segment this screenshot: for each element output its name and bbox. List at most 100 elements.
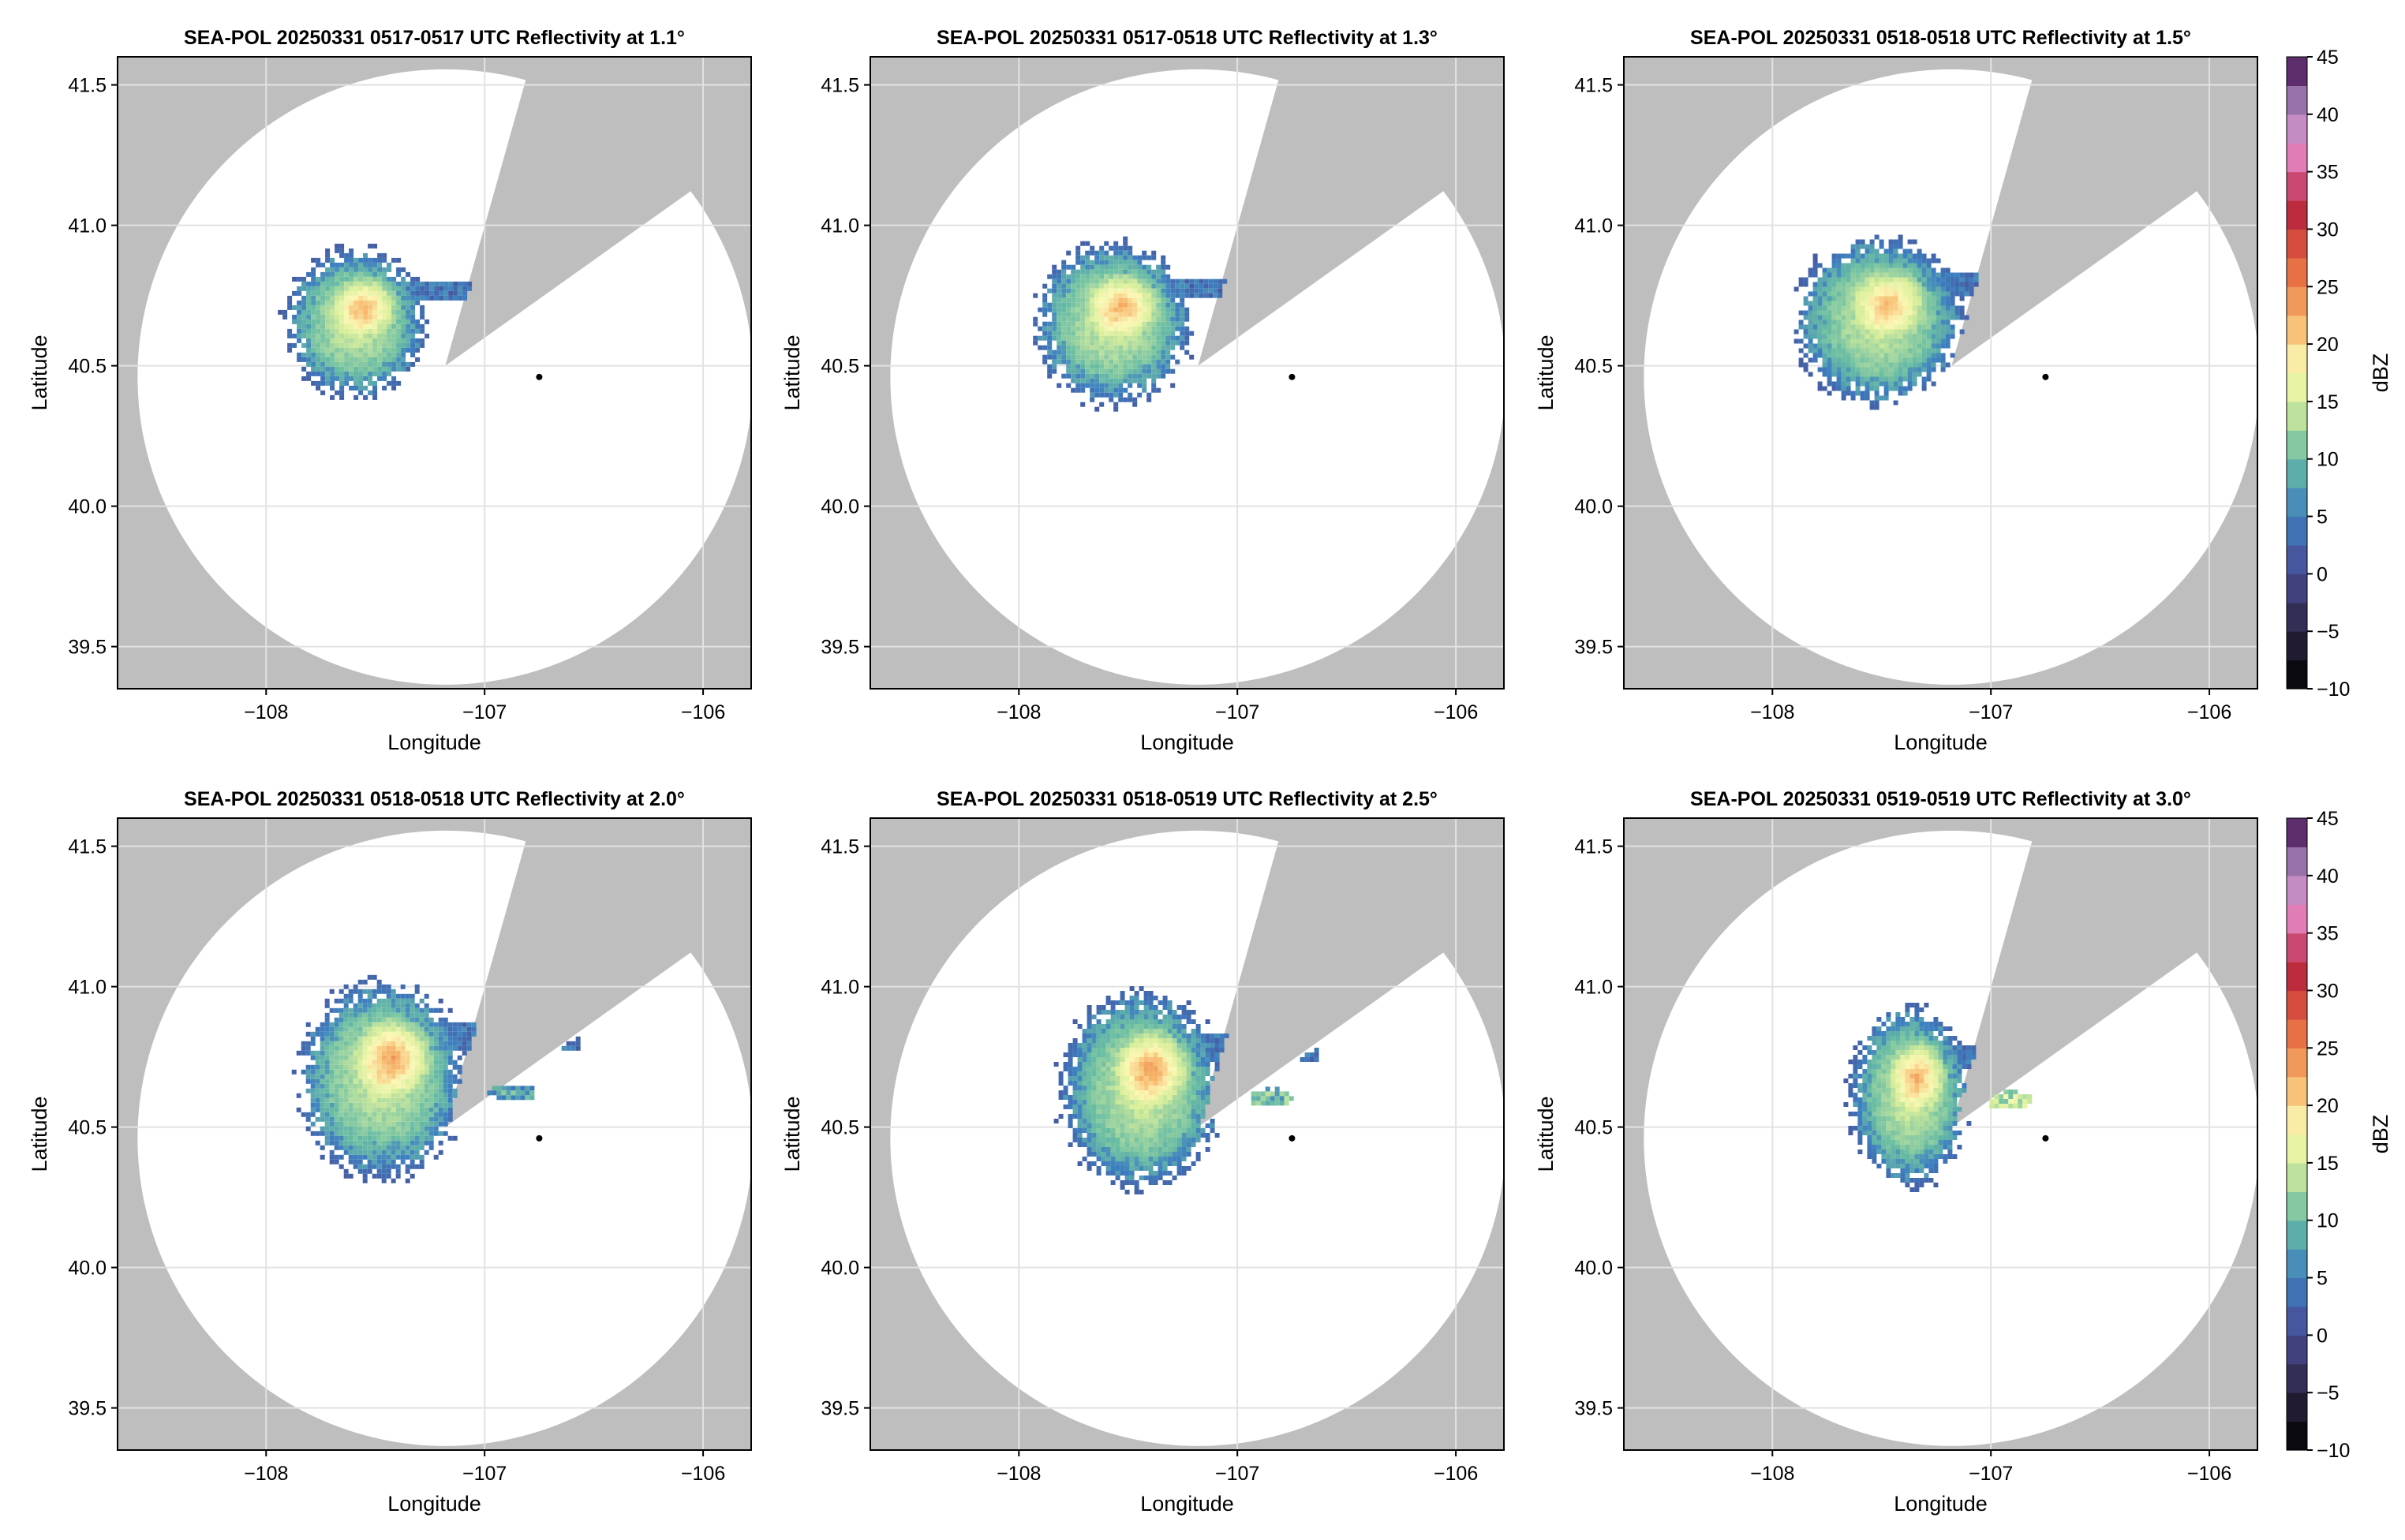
colorbar-tick-label: 20 <box>2317 334 2339 356</box>
reflectivity-echo <box>291 974 581 1183</box>
colorbar-segment <box>2287 57 2307 87</box>
y-tick-label: 39.5 <box>68 637 107 659</box>
colorbar-tick-label: 5 <box>2317 506 2328 529</box>
panel-title: SEA-POL 20250331 0519-0519 UTC Reflectiv… <box>1690 788 2191 810</box>
x-tick-label: −106 <box>2187 701 2231 723</box>
y-tick-label: 40.0 <box>68 1258 107 1280</box>
x-tick-label: −107 <box>1215 701 1259 723</box>
colorbar-segment <box>2287 1134 2307 1164</box>
small-echo-cell <box>1251 1086 1294 1106</box>
x-axis-label: Longitude <box>1140 1492 1234 1516</box>
colorbar-segment <box>2287 315 2307 345</box>
reflectivity-echo <box>1843 1003 1977 1192</box>
y-tick-label: 40.0 <box>68 496 107 518</box>
colorbar-segment <box>2287 1105 2307 1135</box>
x-axis-label: Longitude <box>1894 731 1988 754</box>
blocked-sector <box>445 818 751 1127</box>
radar-site-marker <box>2042 1134 2049 1142</box>
panel-5: −108 −107 −106 39.5 40.0 40.5 41.0 41.5 SEA-POL … <box>780 788 1505 1516</box>
x-axis-label: Longitude <box>387 1492 481 1516</box>
panel-title: SEA-POL 20250331 0518-0518 UTC Reflectiv… <box>184 788 685 810</box>
y-tick-label: 40.5 <box>68 1117 107 1139</box>
y-tick-label: 40.5 <box>68 356 107 378</box>
y-tick-label: 41.0 <box>1574 215 1613 237</box>
colorbar-segment <box>2287 660 2307 690</box>
reflectivity-echo <box>1033 236 1228 412</box>
colorbar-tick-label: 25 <box>2317 1037 2339 1060</box>
colorbar-segment <box>2287 574 2307 604</box>
y-tick-label: 40.0 <box>821 1258 859 1280</box>
y-tick-label: 40.5 <box>1574 1117 1613 1139</box>
y-tick-label: 40.5 <box>821 356 859 378</box>
colorbar-tick-label: 0 <box>2317 1325 2328 1347</box>
y-axis-label: Latitude <box>1534 1096 1558 1172</box>
radar-site-marker <box>536 1134 543 1142</box>
colorbar-segment <box>2287 962 2307 992</box>
y-tick-label: 41.5 <box>1574 836 1613 858</box>
colorbar-tick-label: 35 <box>2317 162 2339 184</box>
colorbar-tick-label: −10 <box>2317 1440 2350 1462</box>
colorbar-segment <box>2287 114 2307 144</box>
colorbar-segment <box>2287 401 2307 431</box>
colorbar-tick-label: 20 <box>2317 1095 2339 1117</box>
panel-title: SEA-POL 20250331 0518-0519 UTC Reflectiv… <box>937 788 1438 810</box>
x-tick-label: −107 <box>462 1463 507 1485</box>
y-tick-label: 40.0 <box>821 496 859 518</box>
small-echo-cell <box>1989 1090 2033 1108</box>
colorbar-tick-label: 25 <box>2317 276 2339 298</box>
y-tick-label: 40.5 <box>1574 356 1613 378</box>
y-axis-label: Latitude <box>780 1096 804 1172</box>
colorbar-label: dBZ <box>2369 1115 2392 1154</box>
plot-frame <box>870 817 1505 1451</box>
panel-4: −108 −107 −106 39.5 40.0 40.5 41.0 41.5 SEA-POL … <box>28 788 752 1516</box>
gridlines <box>870 818 1504 1450</box>
y-tick-label: 41.0 <box>68 977 107 999</box>
y-tick-label: 41.0 <box>821 215 859 237</box>
colorbar-segment <box>2287 200 2307 230</box>
colorbar-segment <box>2287 1162 2307 1192</box>
colorbar-tick-label: 10 <box>2317 1210 2339 1232</box>
x-tick-label: −107 <box>1969 1463 2013 1485</box>
panel-title: SEA-POL 20250331 0517-0517 UTC Reflectiv… <box>184 27 685 49</box>
colorbar-segment <box>2287 602 2307 632</box>
colorbar-tick-label: 40 <box>2317 865 2339 888</box>
colorbar-segment <box>2287 1019 2307 1048</box>
colorbar-segment <box>2287 143 2307 173</box>
radar-site-marker <box>1289 373 1296 380</box>
y-tick-label: 39.5 <box>821 1398 859 1420</box>
colorbar-segment <box>2287 516 2307 546</box>
y-tick-label: 39.5 <box>1574 637 1613 659</box>
x-tick-label: −106 <box>1434 701 1478 723</box>
colorbar-tick-label: 5 <box>2317 1268 2328 1290</box>
colorbar-segment <box>2287 344 2307 374</box>
y-tick-label: 39.5 <box>68 1398 107 1420</box>
colorbar-segment <box>2287 1191 2307 1221</box>
panel-6: −108 −107 −106 39.5 40.0 40.5 41.0 41.5 SEA-POL … <box>1534 788 2258 1516</box>
colorbar-2: −10 −5 0 5 10 15 20 25 30 35 40 45 dBZ <box>2286 808 2392 1462</box>
y-axis-label: Latitude <box>1534 335 1558 410</box>
plot-frame <box>870 56 1505 690</box>
x-tick-label: −108 <box>997 1463 1041 1485</box>
x-tick-label: −108 <box>1750 701 1794 723</box>
plot-frame <box>1623 56 2258 690</box>
y-tick-label: 39.5 <box>821 637 859 659</box>
panel-3: −108 −107 −106 39.5 40.0 40.5 41.0 41.5 SEA-POL … <box>1534 27 2258 754</box>
colorbar-tick-label: 35 <box>2317 923 2339 945</box>
y-tick-label: 41.0 <box>68 215 107 237</box>
colorbar-segment <box>2287 458 2307 488</box>
colorbar-segment <box>2287 1220 2307 1250</box>
y-tick-label: 40.0 <box>1574 1258 1613 1280</box>
blocked-sector <box>1951 57 2257 366</box>
colorbar-tick-label: −5 <box>2317 621 2340 643</box>
plot-frame <box>1623 817 2258 1451</box>
colorbar-tick-label: 15 <box>2317 391 2339 413</box>
y-tick-label: 41.5 <box>821 836 859 858</box>
colorbar-segment <box>2287 847 2307 877</box>
x-tick-label: −107 <box>462 701 507 723</box>
colorbar-segment <box>2287 631 2307 661</box>
colorbar-segment <box>2287 488 2307 518</box>
x-tick-label: −107 <box>1969 701 2013 723</box>
y-tick-label: 39.5 <box>1574 1398 1613 1420</box>
y-tick-label: 41.5 <box>821 75 859 97</box>
colorbar-segment <box>2287 85 2307 115</box>
